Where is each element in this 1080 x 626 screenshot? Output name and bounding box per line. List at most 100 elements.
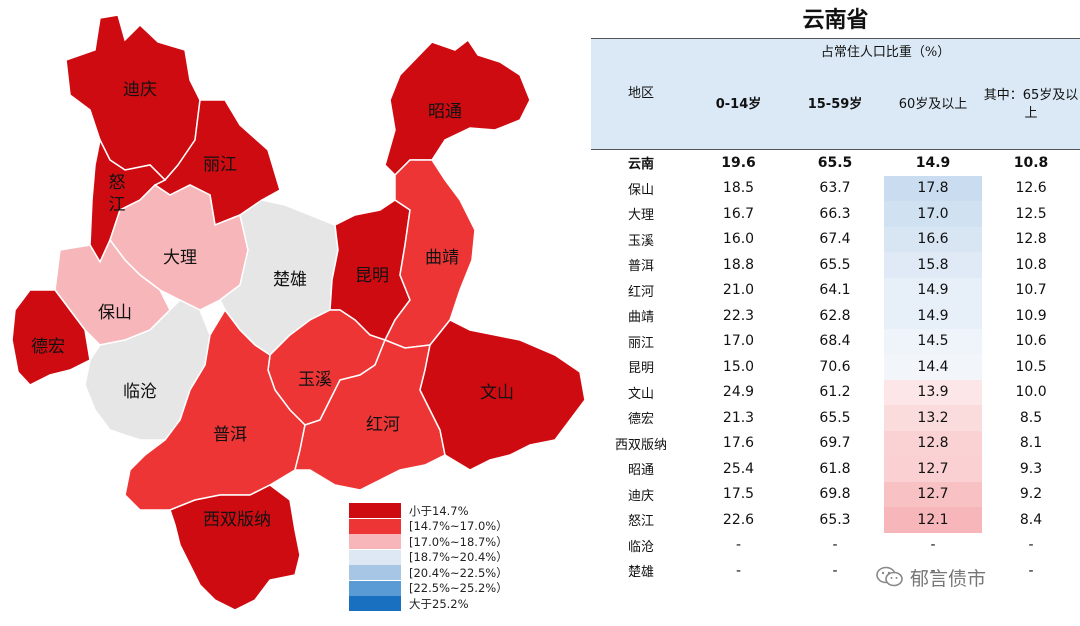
label-nujiang-1: 怒 (109, 173, 126, 193)
col-header-15-59: 15-59岁 (786, 61, 884, 150)
cell-c2: 68.4 (819, 333, 851, 350)
cell-c3: 12.7 (884, 481, 982, 507)
cell-c2: 70.6 (819, 358, 851, 375)
cell-c4: 10.7 (1015, 282, 1047, 299)
cell-name: 楚雄 (627, 565, 654, 581)
table-row: 曲靖 22.3 62.8 14.9 10.9 (591, 303, 1080, 329)
cell-c3: 17.8 (884, 175, 982, 201)
cell-c4: - (1028, 562, 1034, 579)
cell-c3: 16.6 (884, 226, 982, 252)
cell-c1: 21.0 (722, 282, 755, 299)
table-row: 德宏 21.3 65.5 13.2 8.5 (591, 405, 1080, 431)
cell-c2: 64.1 (819, 282, 851, 299)
cell-name: 西双版纳 (614, 437, 667, 453)
cell-c2: - (832, 562, 838, 579)
cell-c3: 14.5 (884, 328, 982, 354)
legend-item: [18.7%~20.4%） (349, 549, 549, 566)
col-header-region: 地区 (591, 38, 691, 150)
cell-c2: - (832, 537, 838, 554)
legend-swatch (349, 549, 401, 565)
cell-name: 文山 (627, 386, 654, 402)
legend-label: [22.5%~25.2%） (409, 581, 508, 596)
cell-c4: 10.6 (1015, 333, 1047, 350)
cell-c4: 9.2 (1019, 486, 1043, 503)
cell-c1: 15.0 (722, 358, 755, 375)
label-diqing: 迪庆 (123, 80, 157, 100)
cell-c3: 12.8 (884, 430, 982, 456)
legend-swatch (349, 518, 401, 534)
table-row: 临沧 - - - - (591, 533, 1080, 559)
legend-swatch (349, 580, 401, 596)
cell-name: 昆明 (627, 361, 654, 377)
label-nujiang-2: 江 (109, 195, 126, 215)
label-dali: 大理 (163, 248, 197, 268)
wechat-icon (876, 566, 904, 593)
map-canvas: 迪庆 丽江 怒 江 昭通 大理 保山 德宏 楚雄 昆明 曲靖 临沧 玉溪 普洱 … (11, 14, 586, 611)
label-yuxi: 玉溪 (298, 370, 332, 390)
cell-c2: 62.8 (819, 307, 851, 324)
table-body: 云南 19.6 65.5 14.9 10.8 保山 18.5 63.7 17.8 12.6 大理 16… (591, 149, 1080, 584)
cell-name: 昭通 (627, 463, 654, 479)
cell-c1: 17.0 (722, 333, 755, 350)
col-header-0-14: 0-14岁 (691, 61, 786, 150)
col-header-60plus: 60岁及以上 (884, 61, 982, 150)
cell-c1: 18.5 (722, 180, 755, 197)
cell-c3: 17.0 (884, 201, 982, 227)
region-zhaotong (384, 38, 531, 177)
table-row: 玉溪 16.0 67.4 16.6 12.8 (591, 226, 1080, 252)
cell-c1: - (735, 537, 742, 554)
cell-c1: 22.6 (722, 511, 755, 528)
cell-c4: 10.8 (1015, 256, 1047, 273)
table-row: 云南 19.6 65.5 14.9 10.8 (591, 149, 1080, 176)
cell-c2: 61.8 (819, 460, 851, 477)
legend-item: [22.5%~25.2%） (349, 580, 549, 597)
label-zhaotong: 昭通 (428, 102, 462, 122)
table-row: 普洱 18.8 65.5 15.8 10.8 (591, 252, 1080, 278)
cell-c1: 21.3 (722, 409, 755, 426)
cell-name: 怒江 (627, 514, 654, 530)
cell-name: 迪庆 (627, 488, 654, 504)
cell-c2: 65.5 (819, 256, 851, 273)
cell-c2: 65.5 (819, 409, 851, 426)
legend-label: 大于25.2% (409, 596, 469, 611)
legend-swatch (349, 565, 401, 581)
cell-c2: 65.5 (786, 149, 884, 176)
table-row: 保山 18.5 63.7 17.8 12.6 (591, 175, 1080, 201)
region-wenshan (419, 319, 586, 471)
legend-item: 小于14.7% (349, 503, 549, 519)
cell-name: 德宏 (627, 412, 654, 428)
legend-label: [20.4%~22.5%） (409, 565, 508, 580)
label-xishuangbanna: 西双版纳 (203, 510, 271, 530)
watermark-text: 郁言债市 (910, 568, 987, 590)
cell-c4: 9.3 (1019, 460, 1043, 477)
cell-c4: - (1028, 537, 1034, 554)
cell-name: 云南 (591, 149, 691, 176)
label-honghe: 红河 (366, 415, 400, 435)
cell-c1: 18.8 (722, 256, 755, 273)
population-table: 地区 占常住人口比重（%） 0-14岁 15-59岁 60岁及以上 其中：65岁… (591, 38, 1080, 584)
label-chuxiong: 楚雄 (273, 270, 307, 290)
cell-name: 普洱 (627, 259, 654, 275)
cell-c2: 65.3 (819, 511, 851, 528)
table-row: 西双版纳 17.6 69.7 12.8 8.1 (591, 430, 1080, 456)
cell-c1: 17.5 (722, 486, 755, 503)
cell-c4: 12.6 (1015, 180, 1047, 197)
label-qujing: 曲靖 (425, 248, 459, 268)
label-baoshan: 保山 (98, 303, 132, 323)
legend-swatch (349, 596, 401, 612)
cell-c1: 19.6 (691, 149, 786, 176)
table-row: 昆明 15.0 70.6 14.4 10.5 (591, 354, 1080, 380)
cell-name: 玉溪 (627, 233, 654, 249)
watermark: 郁言债市 (876, 564, 986, 593)
cell-name: 大理 (627, 208, 654, 224)
cell-name: 临沧 (627, 539, 654, 555)
cell-c4: 10.9 (1015, 307, 1047, 324)
table-row: 楚雄 - - - - (591, 558, 1080, 584)
cell-c4: 8.5 (1019, 409, 1043, 426)
cell-c4: 8.4 (1019, 511, 1043, 528)
label-wenshan: 文山 (480, 383, 514, 403)
cell-c1: 24.9 (722, 384, 755, 401)
table-title: 云南省 (802, 7, 869, 33)
cell-c1: 22.3 (722, 307, 755, 324)
legend-label: [14.7%~17.0%） (409, 519, 508, 534)
